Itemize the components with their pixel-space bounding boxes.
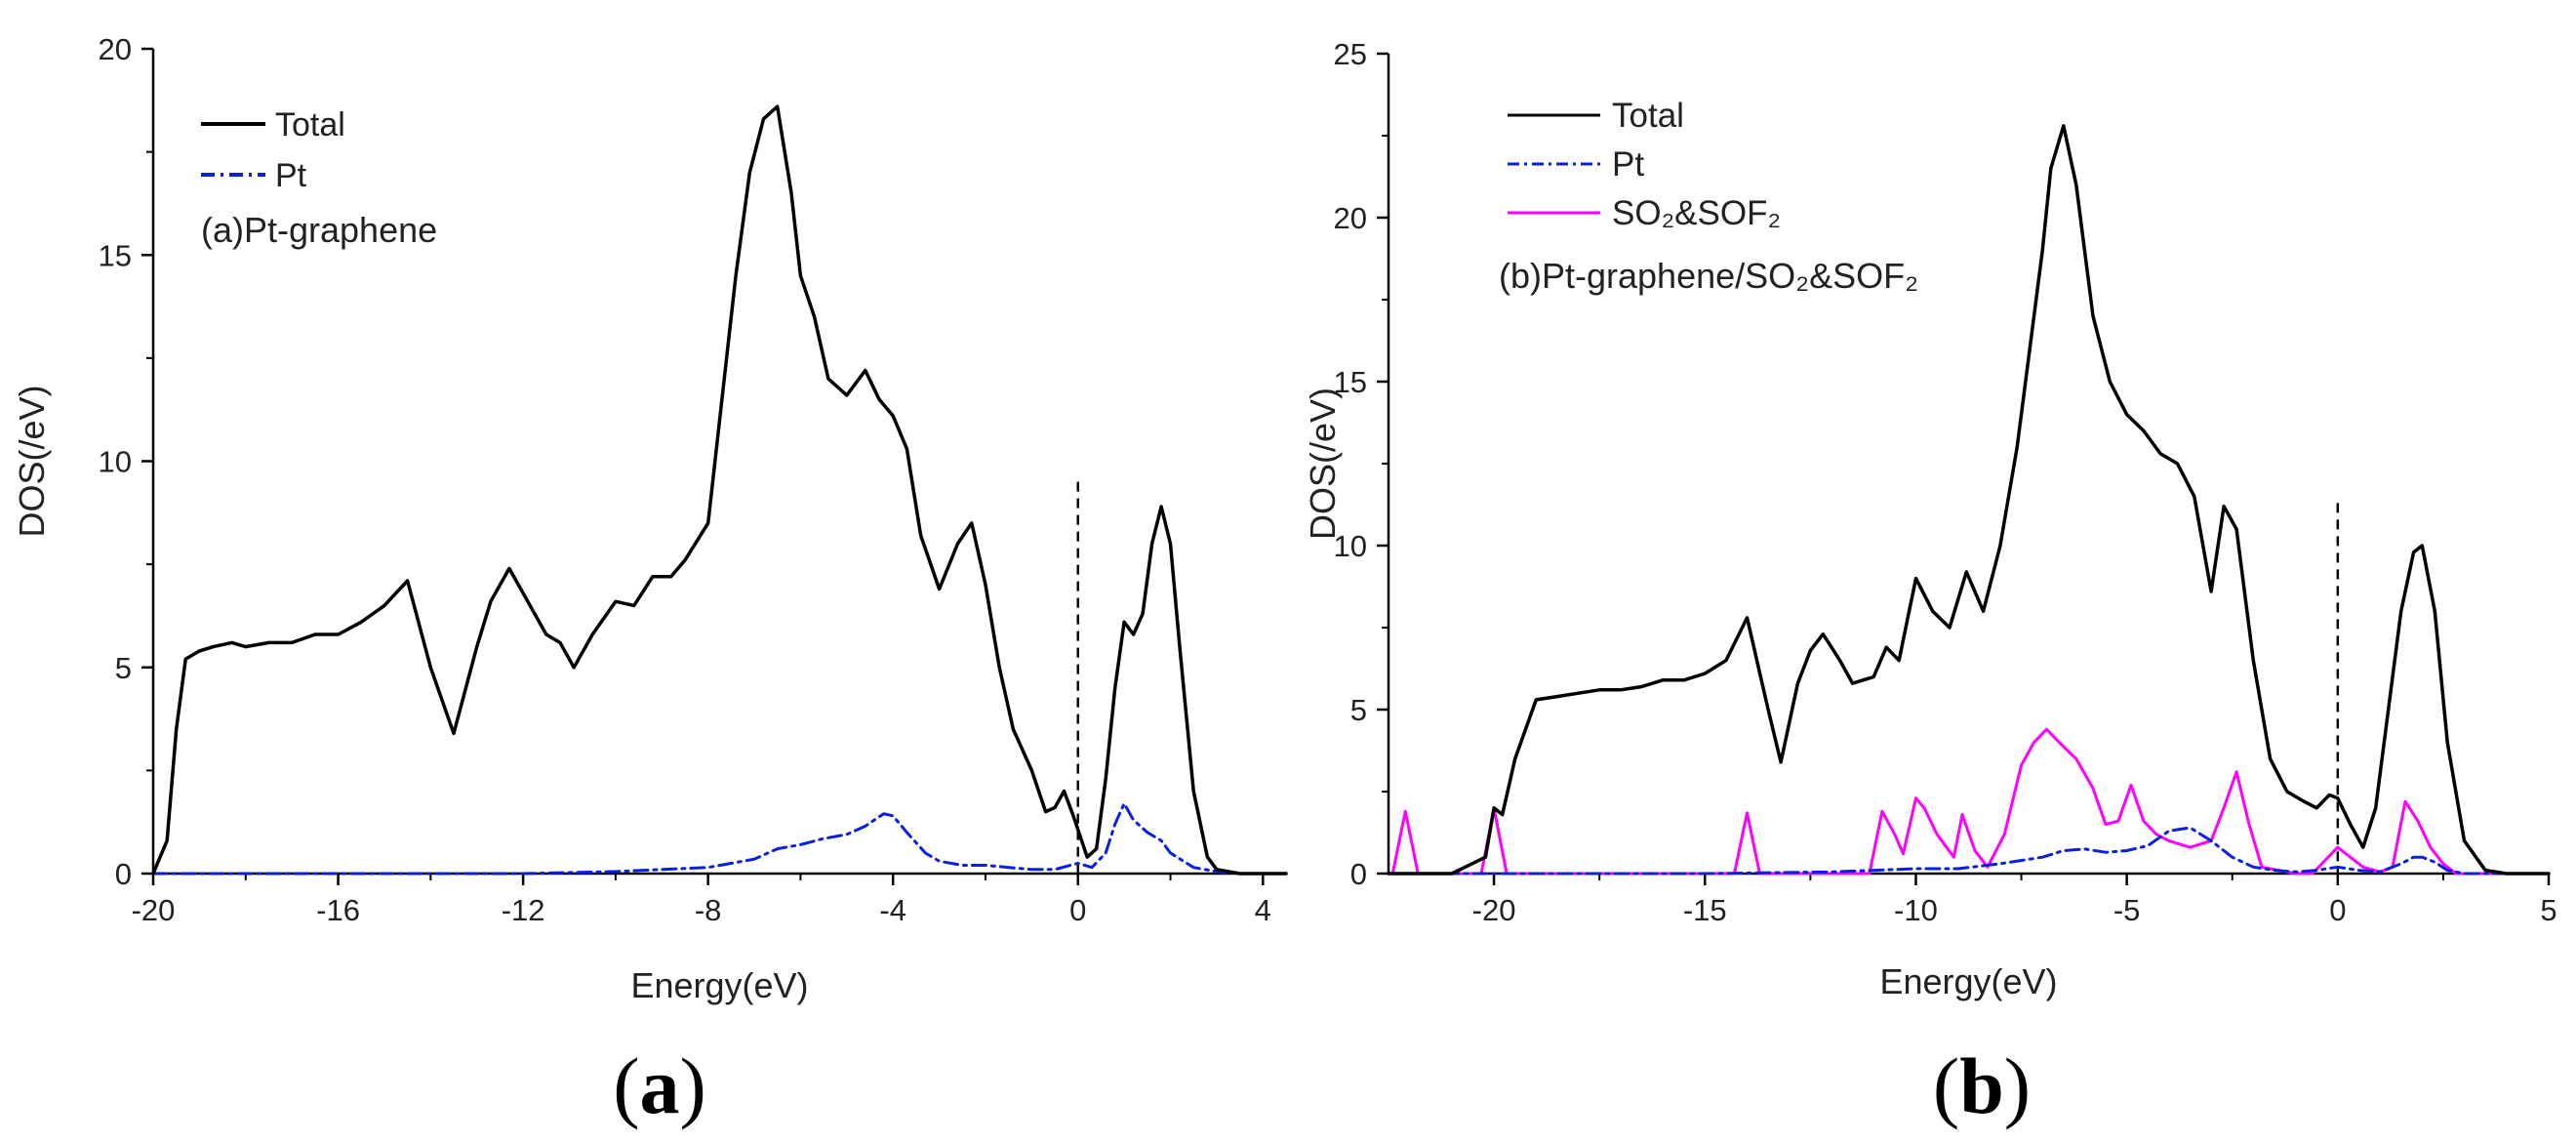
legend-total-label: Total — [275, 106, 345, 143]
series-line-pt — [151, 801, 1288, 876]
x-tick-label: 5 — [2540, 893, 2556, 927]
y-tick-label: 0 — [1350, 857, 1367, 891]
series-line-pt — [1387, 826, 2551, 876]
y-axis-label: DOS(/eV) — [1303, 387, 1343, 540]
x-tick-label: 4 — [1255, 893, 1271, 927]
caption-a-letter: a — [640, 1041, 680, 1130]
x-tick-label: -8 — [695, 893, 722, 927]
x-tick-label: 0 — [2329, 893, 2346, 927]
x-tick-label: -15 — [1683, 893, 1727, 927]
caption-a-close: ) — [680, 1041, 706, 1130]
legend-gas-label: SO₂&SOF₂ — [1612, 194, 1781, 232]
legend-b: Total Pt SO₂&SOF₂ (b)Pt-graphene/SO₂&SOF… — [1499, 97, 1918, 296]
chart-annotation-a: (a)Pt-graphene — [201, 210, 437, 250]
caption-b-close: ) — [2004, 1041, 2031, 1130]
chart-panel-b: -20 -15 -10 -5 0 5 0 5 10 15 20 25 Energy(eV) DOS(/eV… — [1303, 37, 2557, 1001]
caption-a: (a) — [613, 1041, 706, 1130]
legend-pt-label: Pt — [1612, 145, 1644, 184]
caption-b-open: ( — [1933, 1041, 1959, 1130]
y-tick-label: 25 — [1334, 37, 1367, 71]
x-tick-label: -16 — [316, 893, 360, 927]
y-tick-label: 20 — [1334, 201, 1367, 235]
x-tick-label: -10 — [1894, 893, 1938, 927]
y-tick-label: 0 — [115, 857, 132, 891]
series-line-total — [1387, 124, 2551, 876]
caption-b: (b) — [1933, 1041, 2031, 1130]
x-axis-label: Energy(eV) — [1879, 961, 2057, 1001]
y-tick-label: 5 — [115, 651, 132, 685]
series-line-gas — [1387, 727, 2551, 876]
caption-b-letter: b — [1959, 1041, 2004, 1130]
y-tick-label: 5 — [1350, 693, 1367, 727]
x-tick-label: -4 — [879, 893, 906, 927]
chart-annotation-b: (b)Pt-graphene/SO₂&SOF₂ — [1499, 256, 1918, 296]
x-tick-label: -20 — [1472, 893, 1516, 927]
legend-total-label: Total — [1612, 97, 1684, 135]
legend-a: Total Pt (a)Pt-graphene — [201, 106, 437, 250]
x-axis-label: Energy(eV) — [630, 965, 808, 1005]
x-tick-label: -5 — [2113, 893, 2141, 927]
y-tick-label: 20 — [99, 32, 132, 66]
y-axis-label: DOS(/eV) — [12, 385, 52, 537]
y-tick-label: 15 — [1334, 365, 1367, 399]
x-tick-label: -12 — [502, 893, 545, 927]
chart-panel-a: -20 -16 -12 -8 -4 0 4 0 5 10 15 20 Energy(eV) DOS(/eV… — [12, 32, 1288, 1005]
y-tick-label: 10 — [1334, 529, 1367, 563]
x-tick-label: 0 — [1069, 893, 1086, 927]
y-tick-label: 15 — [99, 238, 132, 272]
legend-pt-label: Pt — [275, 157, 307, 194]
caption-a-open: ( — [613, 1041, 639, 1130]
series-line-total — [151, 104, 1288, 876]
y-tick-label: 10 — [99, 445, 132, 479]
x-tick-label: -20 — [132, 893, 176, 927]
